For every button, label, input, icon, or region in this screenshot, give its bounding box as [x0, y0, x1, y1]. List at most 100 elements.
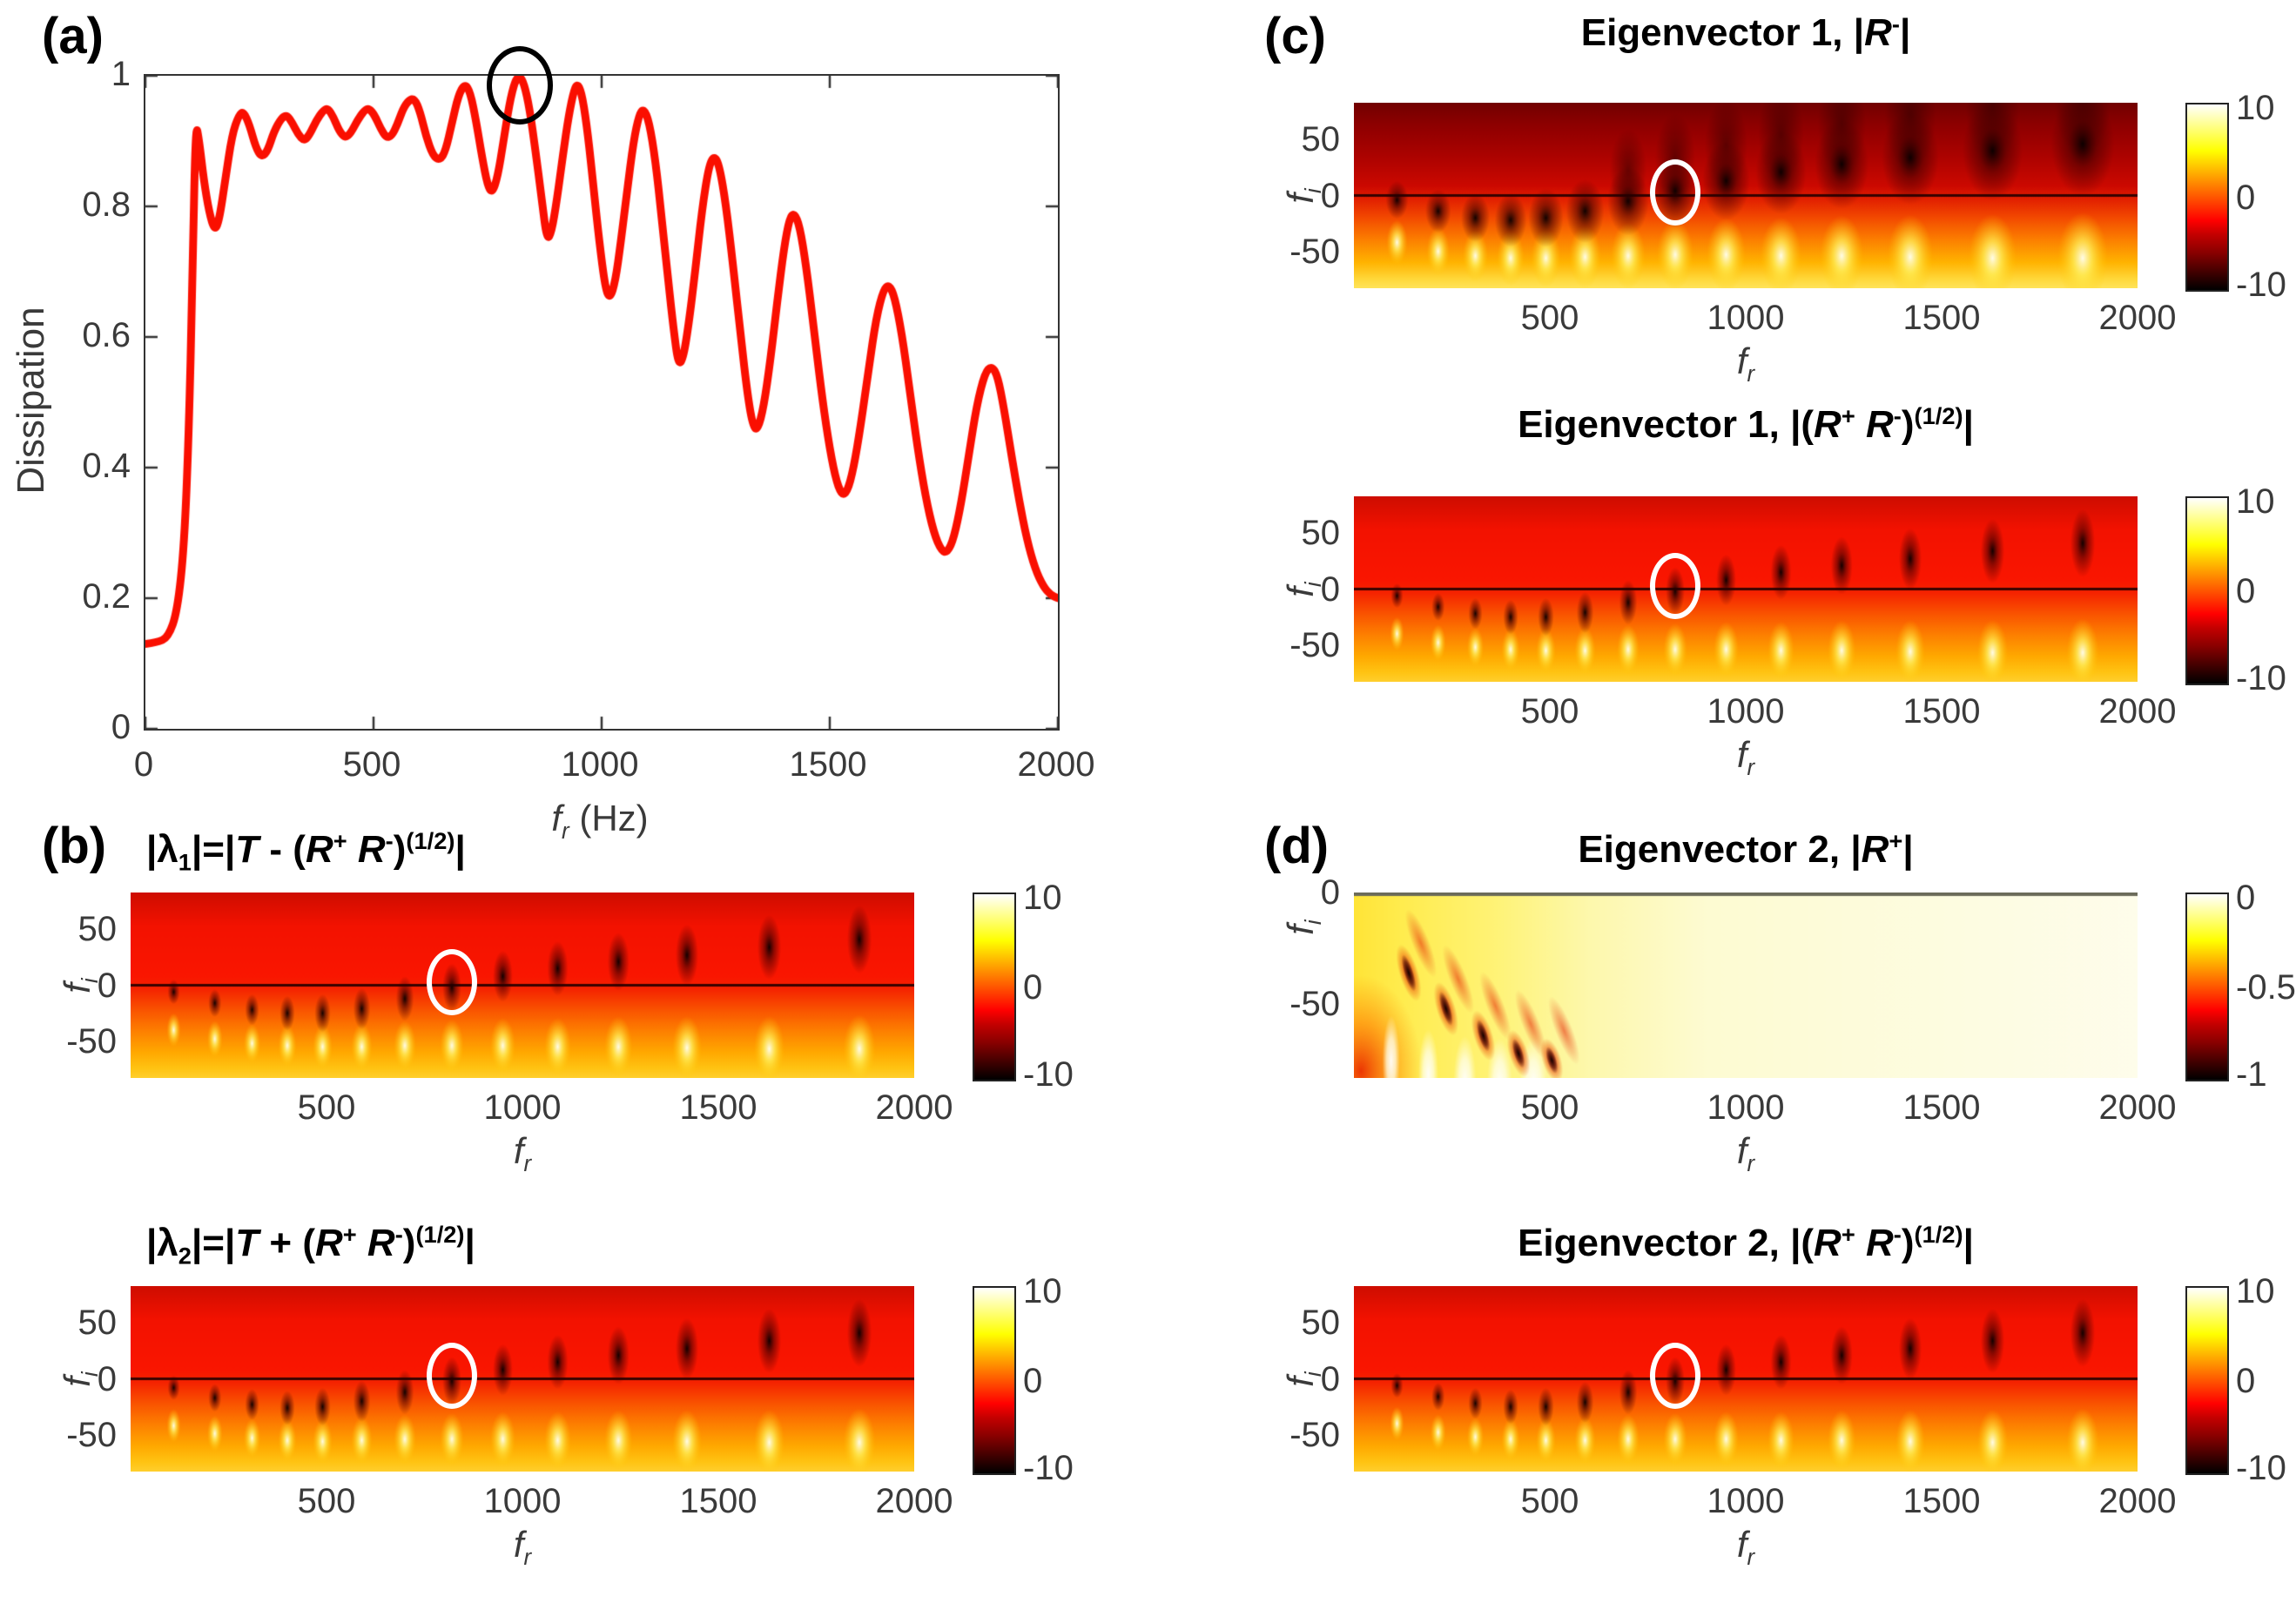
text-segment: r: [1747, 754, 1755, 781]
text-segment: R: [1864, 11, 1892, 54]
heatmap-d2-colorbar: [2185, 1286, 2229, 1475]
text-segment: +: [333, 827, 347, 854]
heatmap-d1-colorbar: [2185, 893, 2229, 1081]
heatmap-d2-ytick-label: -50: [1289, 1415, 1340, 1454]
heatmap-b1-ylabel: fi: [57, 978, 104, 993]
heatmap-d1-colorbar-tick-label: -1: [2236, 1055, 2267, 1094]
text-segment: f: [1736, 1524, 1747, 1565]
text-segment: |: [1902, 828, 1914, 871]
text-segment: f: [513, 1130, 524, 1171]
text-segment: ): [393, 828, 407, 871]
heatmap-d2-ylabel: fi: [1280, 1371, 1327, 1386]
heatmap-c2: [1354, 496, 2138, 682]
text-segment: +: [1841, 402, 1855, 429]
heatmap-b1-colorbar-tick-label: 0: [1023, 967, 1043, 1007]
text-segment: +: [1889, 827, 1903, 854]
text-segment: i: [1300, 187, 1327, 193]
panel-a-xtick-label: 1500: [789, 745, 867, 784]
heatmap-c2-annotation-circle: [1650, 552, 1700, 619]
heatmap-d1-xtick-label: 1500: [1902, 1088, 1981, 1127]
text-segment: (Hz): [569, 798, 649, 839]
heatmap-b2-colorbar-tick-label: -10: [1023, 1449, 1074, 1487]
text-segment: (1/2): [415, 1221, 465, 1248]
heatmap-b1-colorbar: [973, 893, 1016, 1081]
heatmap-c2-colorbar-tick-label: -10: [2236, 659, 2286, 697]
text-segment: - (: [259, 828, 306, 871]
text-segment: r: [1747, 1544, 1755, 1571]
heatmap-b2-xtick-label: 500: [297, 1482, 356, 1520]
heatmap-c1-ytick-label: -50: [1289, 232, 1340, 271]
text-segment: r: [1747, 360, 1755, 387]
panel-a-ylabel: Dissipation: [10, 307, 52, 495]
text-segment: r: [523, 1544, 532, 1571]
heatmap-b1-xlabel: fr: [453, 1130, 592, 1177]
heatmap-c1-annotation-circle: [1650, 158, 1700, 226]
heatmap-c2-ylabel: fi: [1280, 582, 1327, 596]
text-segment: T: [235, 828, 259, 871]
text-segment: |λ: [146, 1222, 178, 1264]
text-segment: f: [1279, 192, 1321, 204]
heatmap-b1-colorbar-tick-label: -10: [1023, 1055, 1074, 1094]
heatmap-b1-xtick-label: 1000: [483, 1088, 562, 1127]
heatmap-d2-title: Eigenvector 2, |(R+ R-)(1/2)|: [1354, 1221, 2138, 1265]
text-segment: f: [1736, 340, 1747, 381]
heatmap-b1: [131, 893, 914, 1078]
text-segment: -: [1893, 402, 1902, 429]
text-segment: 2: [178, 1242, 192, 1270]
text-segment: |λ: [146, 828, 178, 871]
text-segment: ): [1901, 1222, 1915, 1264]
heatmap-d2-colorbar-tick-label: -10: [2236, 1449, 2286, 1487]
heatmap-d2-colorbar-tick-label: 10: [2236, 1272, 2275, 1310]
heatmap-d2-xlabel: fr: [1676, 1524, 1815, 1571]
text-segment: f: [551, 798, 562, 839]
heatmap-c2-xlabel: fr: [1676, 734, 1815, 781]
text-segment: f: [513, 1524, 524, 1565]
text-segment: r: [562, 818, 569, 845]
panel-a-ytick-label: 0.6: [82, 316, 131, 354]
heatmap-c1-colorbar: [2185, 103, 2229, 292]
heatmap-d1-xtick-label: 1000: [1707, 1088, 1785, 1127]
heatmap-c1-ylabel: fi: [1280, 188, 1327, 203]
text-segment: -: [385, 827, 394, 854]
text-segment: -: [1891, 10, 1900, 37]
panel-a-xtick-label: 2000: [1017, 745, 1095, 784]
text-segment: |=|: [191, 828, 236, 871]
text-segment: +: [342, 1221, 357, 1248]
text-segment: f: [1279, 925, 1321, 935]
text-segment: R: [1814, 1222, 1842, 1264]
text-segment: T: [235, 1222, 259, 1264]
heatmap-c1-xtick-label: 1500: [1902, 299, 1981, 337]
text-segment: f: [1279, 586, 1321, 597]
panel-d-label: (d): [1264, 818, 1330, 874]
heatmap-b2-colorbar-tick-label: 0: [1023, 1361, 1043, 1400]
text-segment: (1/2): [406, 827, 455, 854]
panel-a-plot-area: [144, 46, 1060, 731]
heatmap-d2-xtick-label: 1500: [1902, 1482, 1981, 1520]
text-segment: R: [1814, 403, 1842, 446]
heatmap-b2-xlabel: fr: [453, 1524, 592, 1571]
text-segment: i: [77, 977, 104, 983]
heatmap-c1-ytick-label: 0: [1320, 176, 1340, 215]
heatmap-c1-xtick-label: 500: [1520, 299, 1579, 337]
heatmap-c1-title: Eigenvector 1, |R-|: [1354, 10, 2138, 55]
text-segment: f: [56, 982, 98, 994]
heatmap-d2-xtick-label: 2000: [2098, 1482, 2177, 1520]
text-segment: (1/2): [1914, 1221, 1963, 1248]
panel-a-ytick-label: 0.4: [82, 447, 131, 485]
text-segment: Eigenvector 1, |: [1580, 11, 1865, 54]
text-segment: [357, 1222, 367, 1264]
text-segment: [1855, 1222, 1866, 1264]
heatmap-c1-xlabel: fr: [1676, 340, 1815, 387]
heatmap-c2-ytick-label: 50: [1301, 514, 1341, 553]
heatmap-b2-canvas: [131, 1286, 914, 1472]
text-segment: Eigenvector 2, |: [1578, 828, 1862, 871]
panel-a-ytick-label: 0.8: [82, 185, 131, 224]
heatmap-c2-canvas: [1354, 496, 2138, 682]
heatmap-c2-xtick-label: 500: [1520, 692, 1579, 731]
heatmap-b2-annotation-circle: [427, 1342, 477, 1409]
heatmap-d2-ytick-label: 0: [1320, 1359, 1340, 1398]
text-segment: +: [1841, 1221, 1855, 1248]
heatmap-d1-title: Eigenvector 2, |R+|: [1354, 827, 2138, 872]
heatmap-b2-ytick-label: 0: [97, 1359, 117, 1398]
